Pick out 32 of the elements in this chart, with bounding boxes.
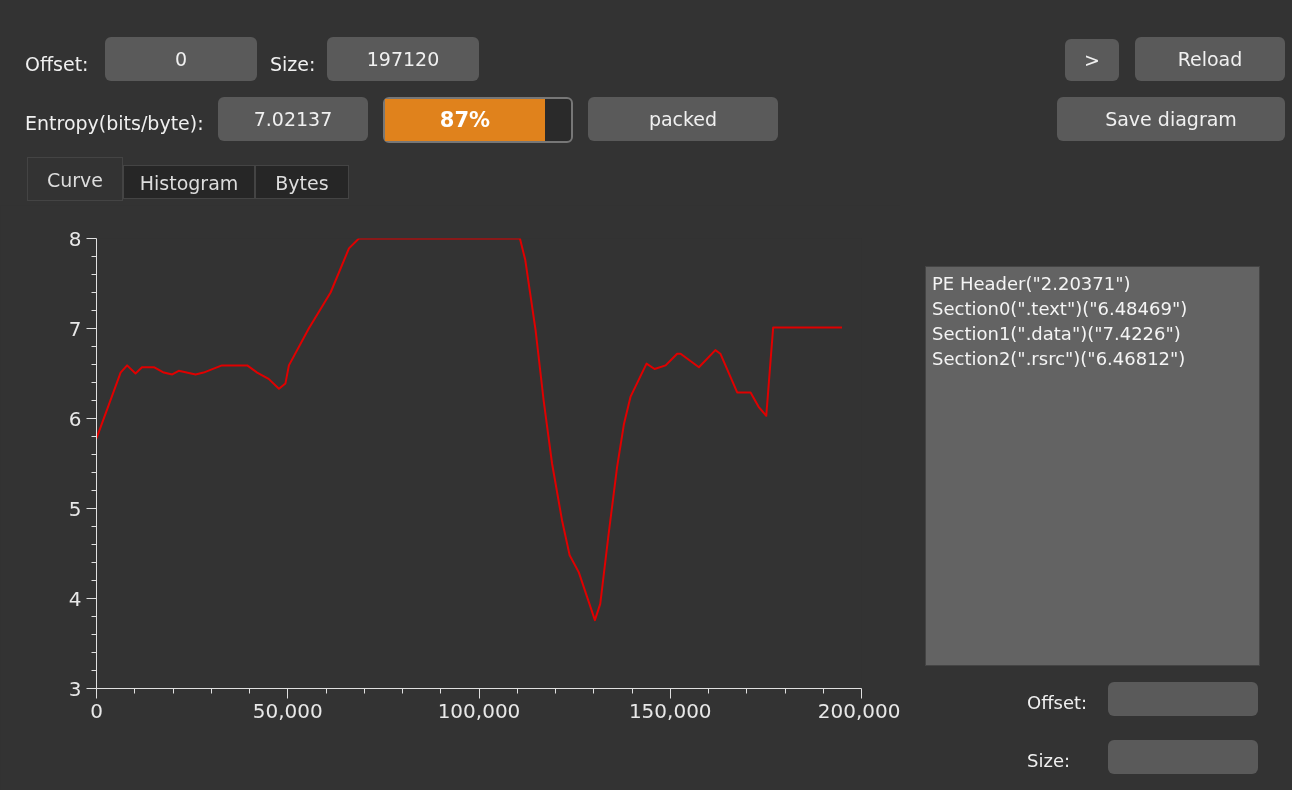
text: Offset: xyxy=(25,52,89,77)
y-tick-label: 8 xyxy=(68,226,82,251)
line-series xyxy=(96,238,843,622)
text: Histogram xyxy=(123,165,255,199)
text: 197120 xyxy=(327,37,479,81)
text: PE Header("2.20371") xyxy=(932,272,1132,296)
y-tick-label: 6 xyxy=(68,406,82,431)
text: Section2(".rsrc")("6.46812") xyxy=(932,347,1187,371)
text: Save diagram xyxy=(1057,97,1285,141)
text: Section1(".data")("7.4226") xyxy=(932,322,1182,346)
text: Curve xyxy=(27,157,123,201)
text: 0 xyxy=(105,37,257,81)
y-tick-label: 3 xyxy=(68,676,82,701)
x-tick-label: 200,000 xyxy=(817,698,901,723)
text: 87% xyxy=(385,99,545,141)
text: Size: xyxy=(270,52,316,77)
y-tick-label: 7 xyxy=(68,316,82,341)
text: Size: xyxy=(1027,749,1071,773)
x-tick-label: 100,000 xyxy=(437,698,521,723)
text: Section0(".text")("6.48469") xyxy=(932,297,1189,321)
text: Offset: xyxy=(1027,691,1088,715)
text: packed xyxy=(588,97,778,141)
x-tick-label: 50,000 xyxy=(252,698,323,723)
x-tick-label: 0 xyxy=(90,698,103,723)
text: > xyxy=(1065,39,1119,81)
text: 7.02137 xyxy=(218,97,368,141)
text: Bytes xyxy=(255,165,349,199)
y-tick-label: 4 xyxy=(68,586,82,611)
x-tick-label: 150,000 xyxy=(628,698,712,723)
y-tick-label: 5 xyxy=(68,496,82,521)
text: Reload xyxy=(1135,37,1285,81)
text: Entropy(bits/byte): xyxy=(25,111,204,136)
